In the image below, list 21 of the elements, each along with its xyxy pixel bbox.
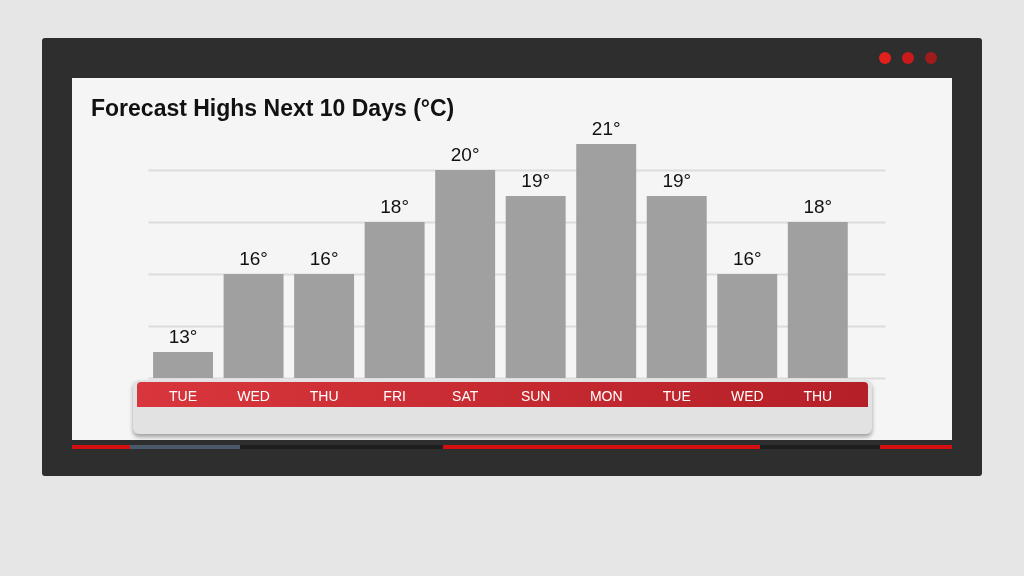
x-tick-label: SUN (520, 387, 551, 404)
data-label: 20° (450, 144, 480, 165)
x-tick-label: WED (730, 387, 764, 404)
data-label: 13° (168, 326, 198, 347)
chart-title: Forecast Highs Next 10 Days (°C) (91, 95, 455, 121)
x-tick-label: MON (589, 387, 623, 404)
data-label: 16° (732, 248, 762, 269)
data-label: 21° (591, 118, 621, 139)
x-tick-label: TUE (662, 387, 691, 404)
x-tick-label: THU (309, 387, 339, 404)
data-label: 16° (309, 248, 339, 269)
data-label: 16° (239, 248, 268, 269)
x-tick-label: TUE (169, 387, 198, 404)
data-label: 18° (380, 196, 409, 217)
data-label: 19° (662, 170, 692, 191)
x-tick-label: WED (237, 387, 270, 404)
x-tick-label: SAT (452, 387, 479, 404)
x-tick-label: FRI (383, 387, 406, 404)
data-label: 19° (521, 170, 551, 191)
data-label: 18° (803, 196, 833, 217)
x-tick-label: THU (803, 387, 833, 404)
